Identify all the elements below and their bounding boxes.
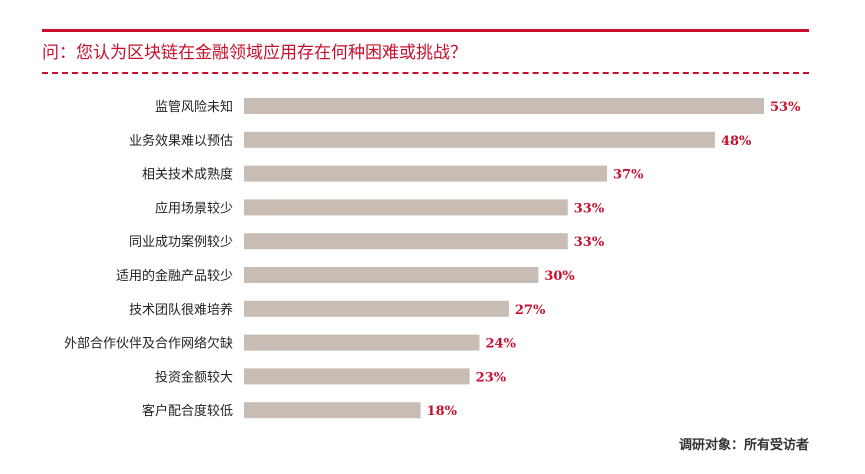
category-label: 技术团队很难培养 <box>129 302 233 318</box>
category-label: 适用的金融产品较少 <box>116 268 233 284</box>
value-label: 23% <box>476 370 507 385</box>
bar <box>244 233 568 250</box>
footnote: 调研对象：所有受访者 <box>678 438 809 453</box>
category-label: 监管风险未知 <box>155 99 233 115</box>
bar <box>244 165 608 182</box>
value-label: 53% <box>770 100 801 115</box>
value-label: 24% <box>485 337 516 352</box>
dashed-divider <box>42 72 809 74</box>
bar <box>244 368 470 385</box>
value-label: 33% <box>574 235 605 250</box>
value-label: 37% <box>613 168 644 183</box>
bar <box>244 199 568 216</box>
bar <box>244 98 764 114</box>
chart-title: 问：您认为区块链在金融领域应用存在何种困难或挑战？ <box>42 43 467 63</box>
category-label: 外部合作伙伴及合作网络欠缺 <box>64 336 233 352</box>
value-label: 48% <box>721 134 752 149</box>
top-rule <box>42 29 809 32</box>
value-label: 30% <box>544 269 575 284</box>
bar <box>244 402 421 419</box>
category-label: 相关技术成熟度 <box>142 167 233 183</box>
value-label: 33% <box>574 201 605 216</box>
bar <box>244 131 715 148</box>
bar <box>244 334 480 351</box>
category-label: 应用场景较少 <box>155 200 233 216</box>
bar <box>244 300 509 317</box>
value-label: 27% <box>515 303 546 318</box>
category-label: 业务效果难以预估 <box>129 133 233 149</box>
category-label: 投资金额较大 <box>155 369 233 385</box>
value-label: 18% <box>427 404 458 419</box>
category-label: 客户配合度较低 <box>142 403 233 419</box>
bar <box>244 267 539 283</box>
category-label: 同业成功案例较少 <box>129 235 233 250</box>
